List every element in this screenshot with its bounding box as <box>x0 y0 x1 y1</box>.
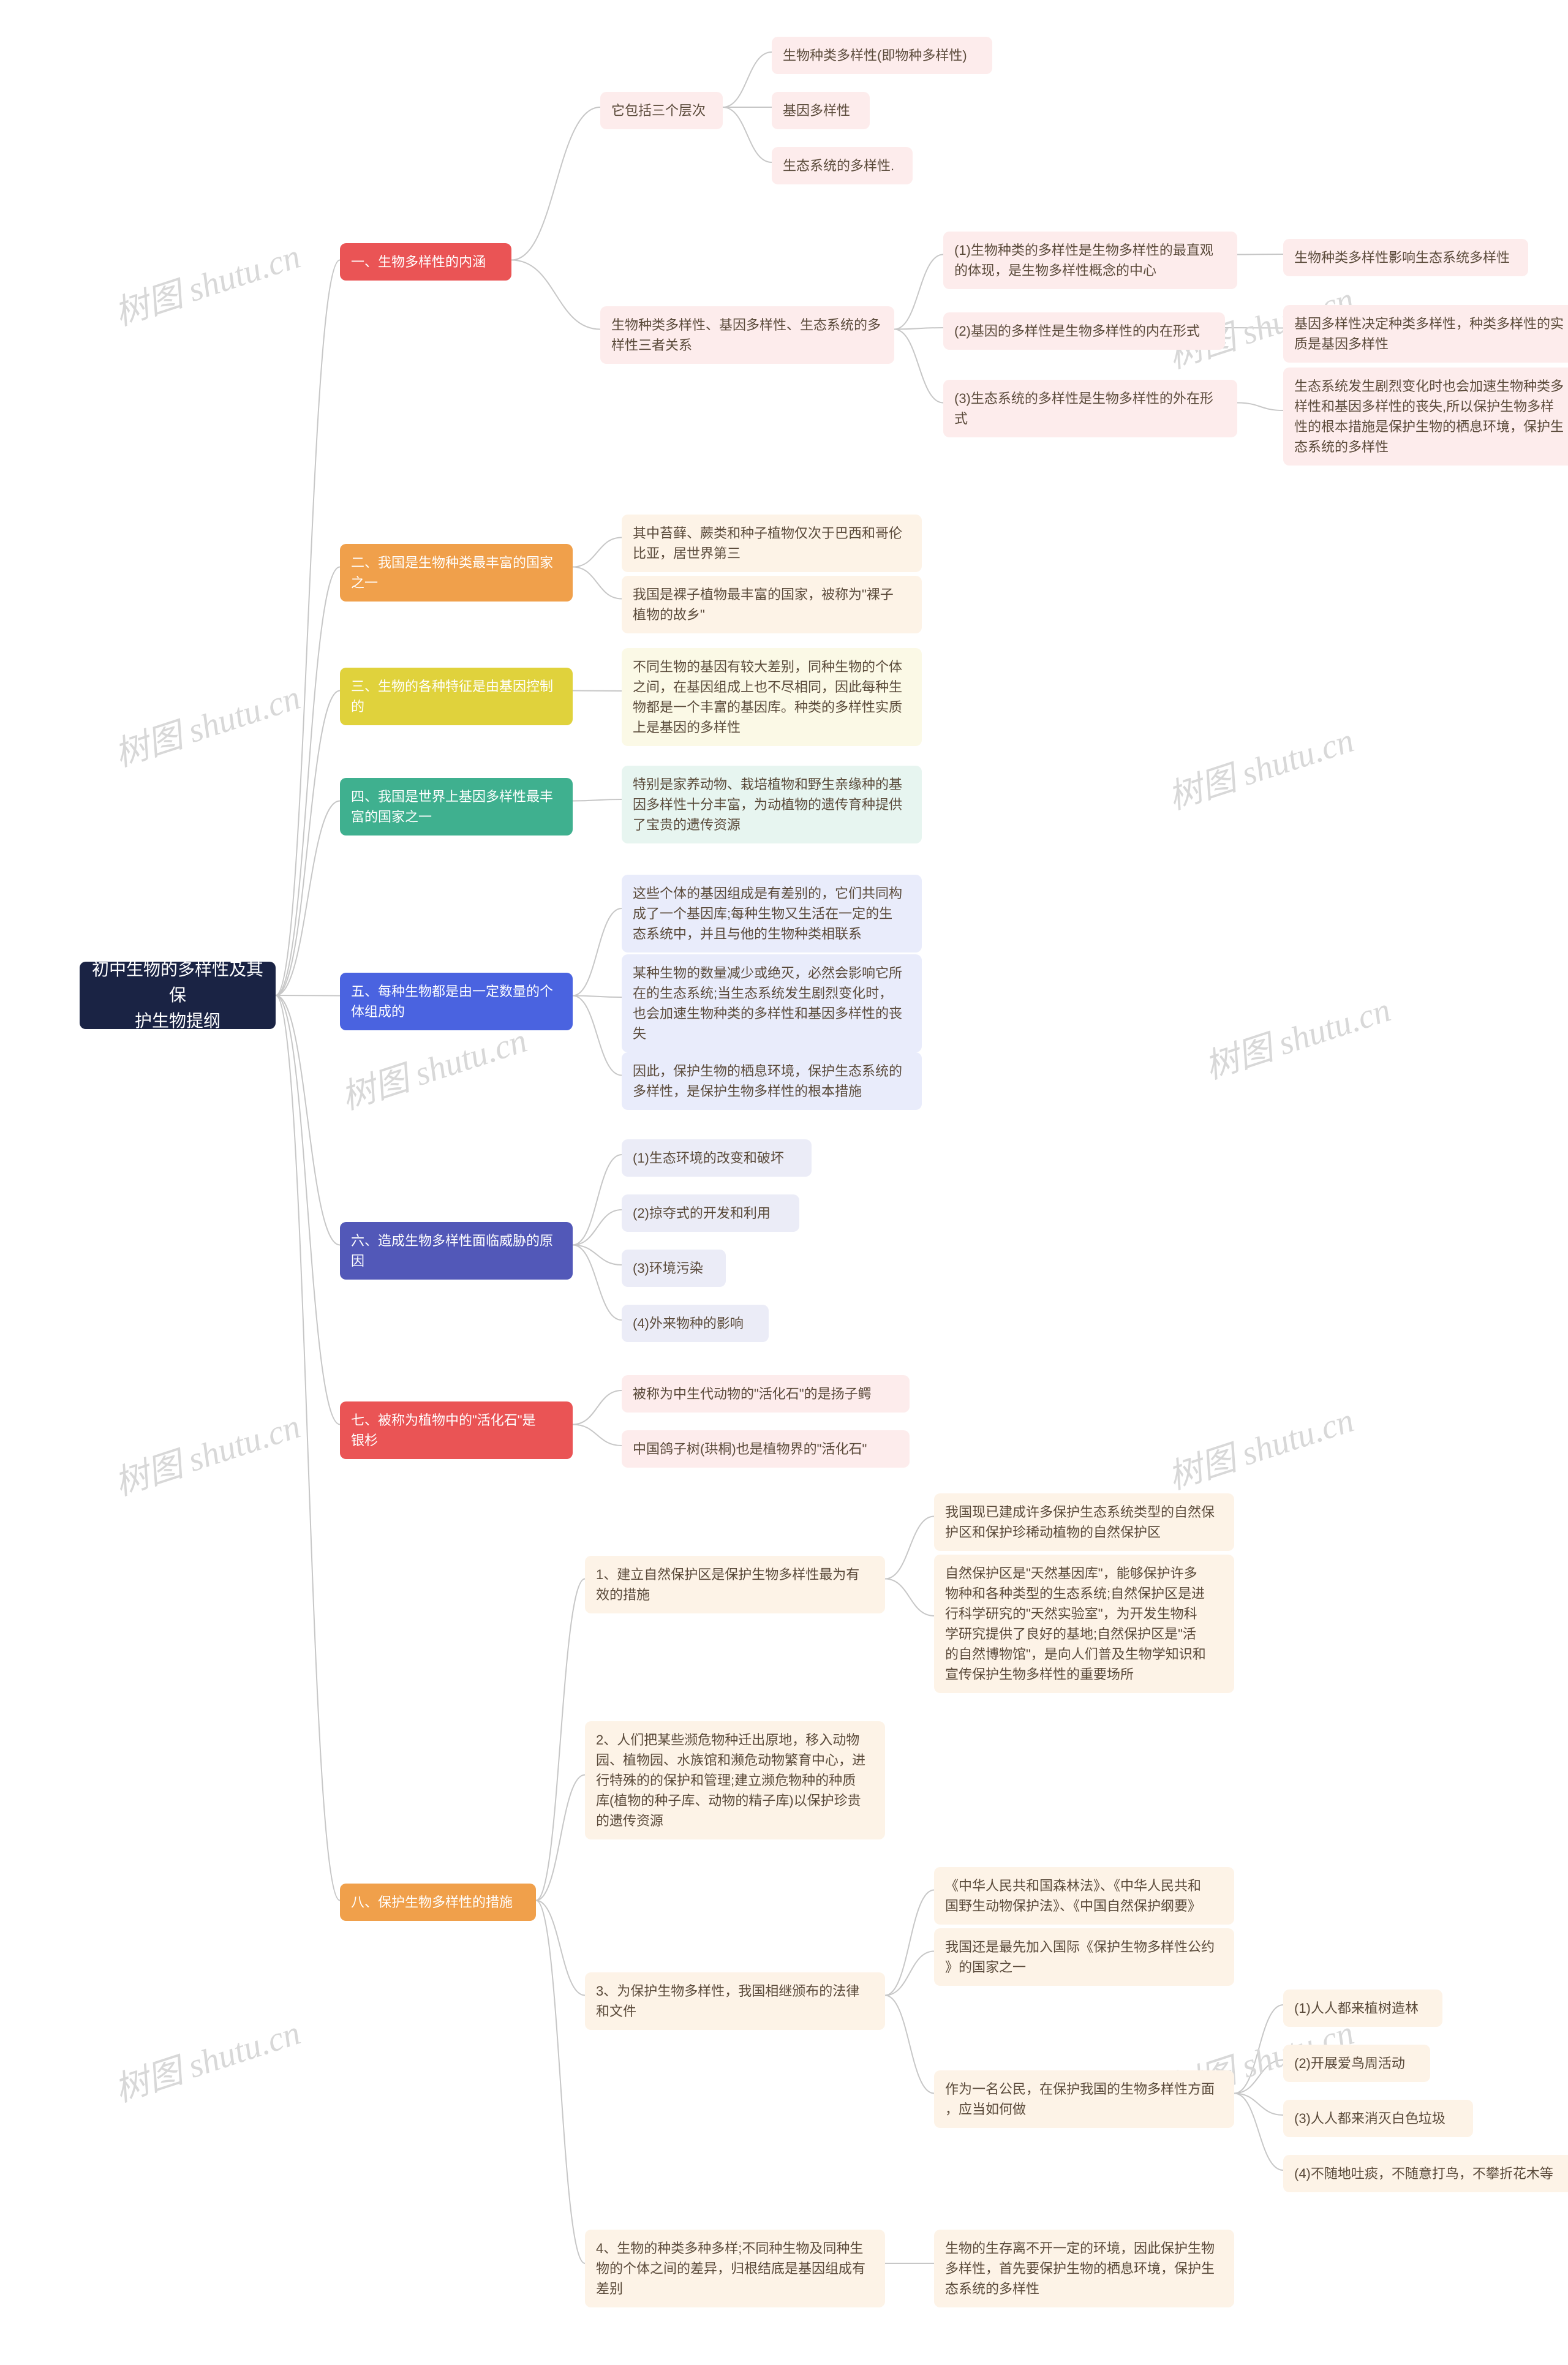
mindmap-node[interactable]: 生态系统的多样性. <box>772 147 913 184</box>
mindmap-node[interactable]: 被称为中生代动物的"活化石"的是扬子鳄 <box>622 1375 910 1413</box>
mindmap-node[interactable]: 《中华人民共和国森林法》、《中华人民共和 国野生动物保护法》、《中国自然保护纲要… <box>934 1867 1234 1925</box>
mindmap-node[interactable]: (3)人人都来消灭白色垃圾 <box>1283 2100 1473 2137</box>
mindmap-node[interactable]: 自然保护区是"天然基因库"，能够保护许多 物种和各种类型的生态系统;自然保护区是… <box>934 1555 1234 1693</box>
mindmap-node[interactable]: (3)环境污染 <box>622 1250 726 1287</box>
watermark: 树图 shutu.cn <box>107 1398 306 1505</box>
mindmap-node[interactable]: 八、保护生物多样性的措施 <box>340 1884 536 1921</box>
mindmap-node[interactable]: (3)生态系统的多样性是生物多样性的外在形 式 <box>943 380 1237 437</box>
mindmap-node[interactable]: (4)不随地吐痰，不随意打鸟，不攀折花木等 <box>1283 2155 1568 2192</box>
watermark: 树图 shutu.cn <box>1197 982 1396 1088</box>
mindmap-node[interactable]: 基因多样性决定种类多样性，种类多样性的实 质是基因多样性 <box>1283 305 1568 363</box>
mindmap-node[interactable]: 2、人们把某些濒危物种迁出原地，移入动物 园、植物园、水族馆和濒危动物繁育中心，… <box>585 1721 885 1839</box>
mindmap-node[interactable]: (1)生态环境的改变和破坏 <box>622 1139 812 1177</box>
mindmap-node[interactable]: 生物种类多样性(即物种多样性) <box>772 37 992 74</box>
mindmap-node[interactable]: 作为一名公民，在保护我国的生物多样性方面 ，应当如何做 <box>934 2070 1234 2128</box>
mindmap-node[interactable]: (1)生物种类的多样性是生物多样性的最直观 的体现，是生物多样性概念的中心 <box>943 232 1237 289</box>
mindmap-node[interactable]: 特别是家养动物、栽培植物和野生亲缘种的基 因多样性十分丰富，为动植物的遗传育种提… <box>622 766 922 843</box>
mindmap-node[interactable]: 三、生物的各种特征是由基因控制 的 <box>340 668 573 725</box>
mindmap-node[interactable]: 二、我国是生物种类最丰富的国家 之一 <box>340 544 573 602</box>
mindmap-node[interactable]: 生物的生存离不开一定的环境，因此保护生物 多样性，首先要保护生物的栖息环境，保护… <box>934 2230 1234 2307</box>
watermark: 树图 shutu.cn <box>107 670 306 776</box>
mindmap-node[interactable]: (2)基因的多样性是生物多样性的内在形式 <box>943 312 1225 350</box>
watermark: 树图 shutu.cn <box>1161 712 1359 819</box>
mindmap-canvas: 树图 shutu.cn 树图 shutu.cn 树图 shutu.cn 树图 shut… <box>0 0 1568 2365</box>
mindmap-node[interactable]: 生物种类多样性、基因多样性、生态系统的多 样性三者关系 <box>600 306 894 364</box>
mindmap-node[interactable]: 我国还是最先加入国际《保护生物多样性公约 》的国家之一 <box>934 1928 1234 1986</box>
mindmap-node[interactable]: 4、生物的种类多种多样;不同种生物及同种生 物的个体之间的差异，归根结底是基因组… <box>585 2230 885 2307</box>
mindmap-node[interactable]: 生态系统发生剧烈变化时也会加速生物种类多 样性和基因多样性的丧失,所以保护生物多… <box>1283 368 1568 466</box>
mindmap-node[interactable]: 3、为保护生物多样性，我国相继颁布的法律 和文件 <box>585 1972 885 2030</box>
mindmap-node[interactable]: 五、每种生物都是由一定数量的个 体组成的 <box>340 973 573 1030</box>
mindmap-node[interactable]: (2)掠夺式的开发和利用 <box>622 1194 799 1232</box>
mindmap-node[interactable]: 六、造成生物多样性面临威胁的原 因 <box>340 1222 573 1280</box>
mindmap-node[interactable]: 基因多样性 <box>772 92 870 129</box>
watermark: 树图 shutu.cn <box>107 228 306 335</box>
mindmap-node[interactable]: (2)开展爱鸟周活动 <box>1283 2045 1430 2082</box>
mindmap-node[interactable]: 中国鸽子树(珙桐)也是植物界的"活化石" <box>622 1430 910 1468</box>
mindmap-node[interactable]: 我国是裸子植物最丰富的国家，被称为"裸子 植物的故乡" <box>622 576 922 633</box>
mindmap-node[interactable]: 我国现已建成许多保护生态系统类型的自然保 护区和保护珍稀动植物的自然保护区 <box>934 1493 1234 1551</box>
mindmap-node[interactable]: 一、生物多样性的内涵 <box>340 243 511 281</box>
mindmap-node[interactable]: 1、建立自然保护区是保护生物多样性最为有 效的措施 <box>585 1556 885 1613</box>
mindmap-node[interactable]: 因此，保护生物的栖息环境，保护生态系统的 多样性，是保护生物多样性的根本措施 <box>622 1052 922 1110</box>
mindmap-node[interactable]: 七、被称为植物中的"活化石"是 银杉 <box>340 1401 573 1459</box>
mindmap-node[interactable]: 生物种类多样性影响生态系统多样性 <box>1283 239 1528 276</box>
mindmap-node[interactable]: (1)人人都来植树造林 <box>1283 1990 1442 2027</box>
watermark: 树图 shutu.cn <box>1161 1392 1359 1499</box>
mindmap-node[interactable]: 其中苔藓、蕨类和种子植物仅次于巴西和哥伦 比亚，居世界第三 <box>622 515 922 572</box>
mindmap-node[interactable]: 不同生物的基因有较大差别，同种生物的个体 之间，在基因组成上也不尽相同，因此每种… <box>622 648 922 746</box>
mindmap-node[interactable]: 四、我国是世界上基因多样性最丰 富的国家之一 <box>340 778 573 835</box>
mindmap-node[interactable]: 它包括三个层次 <box>600 92 723 129</box>
mindmap-node[interactable]: 某种生物的数量减少或绝灭，必然会影响它所 在的生态系统;当生态系统发生剧烈变化时… <box>622 954 922 1052</box>
root-node[interactable]: 初中生物的多样性及其保 护生物提纲 <box>80 962 276 1029</box>
mindmap-node[interactable]: (4)外来物种的影响 <box>622 1305 769 1342</box>
mindmap-node[interactable]: 这些个体的基因组成是有差别的，它们共同构 成了一个基因库;每种生物又生活在一定的… <box>622 875 922 952</box>
watermark: 树图 shutu.cn <box>107 2005 306 2111</box>
